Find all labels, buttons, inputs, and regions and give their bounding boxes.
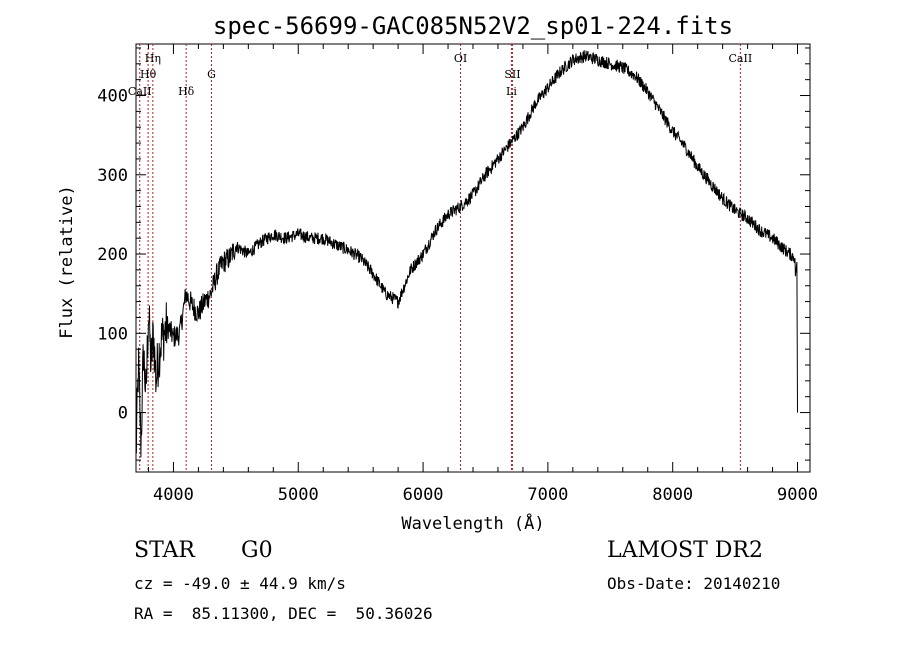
- x-tick-label: 9000: [777, 485, 818, 505]
- plot-frame: [135, 43, 811, 473]
- x-tick-label: 5000: [278, 485, 319, 505]
- y-tick-label: 0: [118, 404, 128, 424]
- y-axis-label: Flux (relative): [57, 185, 77, 339]
- y-tick-label: 200: [97, 245, 128, 265]
- spectral-line-markers: Hη Hθ G CaII Hδ OI SII Li CaII: [128, 44, 752, 472]
- spectral-line-label: Hθ: [140, 68, 157, 81]
- coordinates: RA = 85.11300, DEC = 50.36026: [134, 604, 433, 623]
- spectral-line-label: CaII: [128, 85, 152, 98]
- redshift-cz: cz = -49.0 ± 44.9 km/s: [134, 574, 346, 593]
- spectral-line-label: OI: [454, 52, 467, 65]
- y-tick-label: 400: [97, 87, 128, 107]
- x-tick-label: 6000: [403, 485, 444, 505]
- y-tick-label: 300: [97, 166, 128, 186]
- axis-ticks: 4000 5000 6000 7000 8000 9000 0 100 200 300 400: [97, 44, 818, 505]
- spectral-line-label: Hη: [145, 52, 161, 65]
- spectral-line-label: G: [207, 68, 216, 81]
- chart-title: spec-56699-GAC085N52V2_sp01-224.fits: [213, 12, 733, 40]
- x-tick-label: 4000: [153, 485, 194, 505]
- object-subclass: G0: [241, 538, 273, 563]
- spectral-line-label: Li: [506, 85, 517, 98]
- spectral-line-label: Hδ: [178, 85, 195, 98]
- x-axis-label: Wavelength (Å): [401, 512, 544, 534]
- obs-date: Obs-Date: 20140210: [607, 574, 781, 593]
- survey-name: LAMOST DR2: [607, 538, 763, 563]
- x-tick-label: 7000: [527, 485, 568, 505]
- object-class: STAR: [134, 538, 195, 563]
- spectrum-line: [135, 50, 798, 458]
- x-tick-label: 8000: [652, 485, 693, 505]
- spectral-line-label: CaII: [729, 52, 753, 65]
- y-tick-label: 100: [97, 324, 128, 344]
- spectral-line-label: SII: [504, 68, 520, 81]
